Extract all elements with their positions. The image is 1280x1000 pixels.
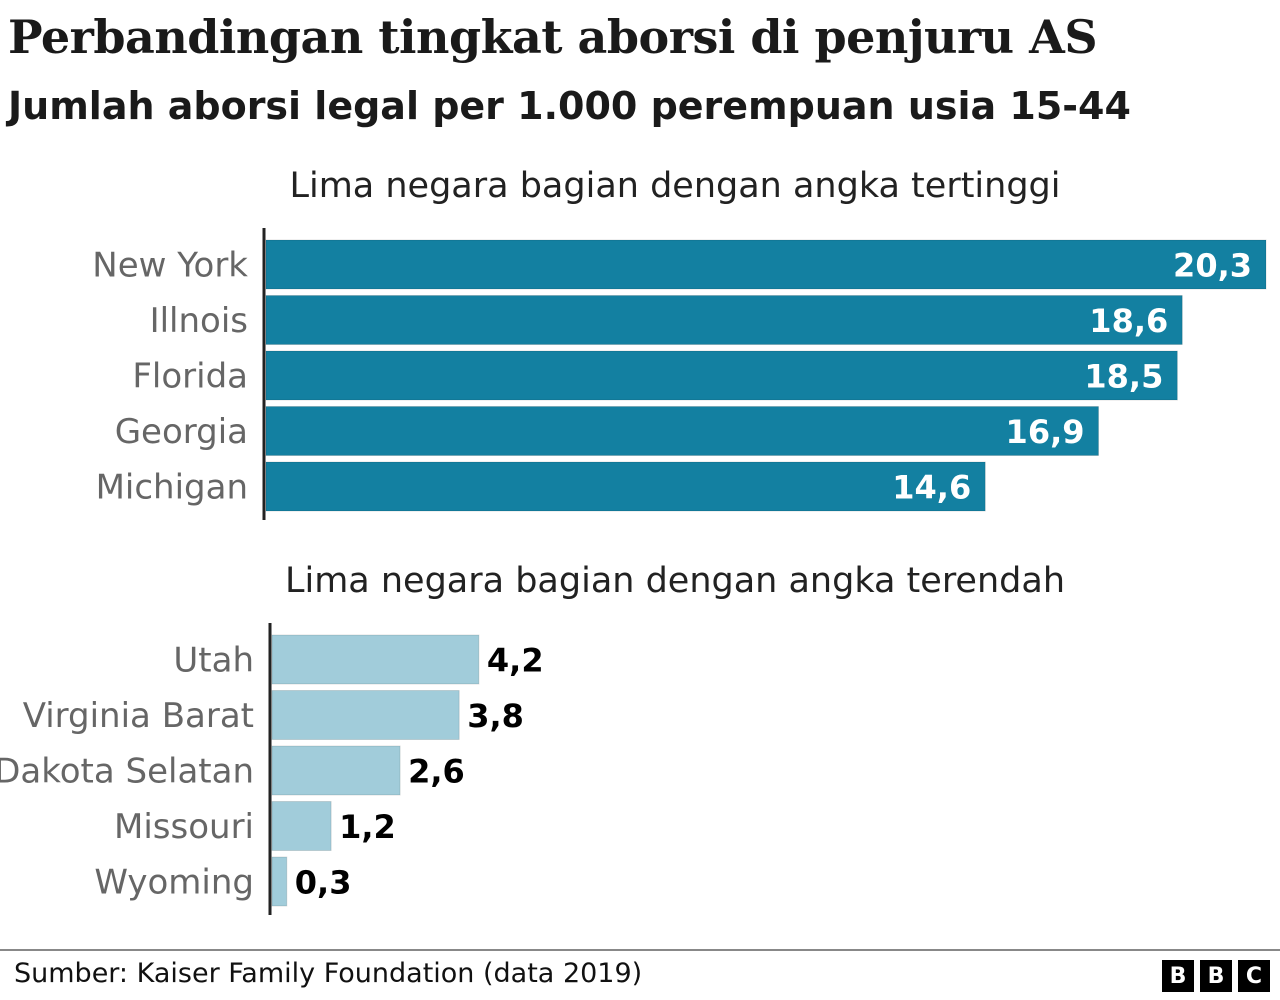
bottom-bar-wyoming	[271, 856, 288, 907]
bottom-value-label: 3,8	[467, 697, 524, 735]
bottom-category-label: Wyoming	[94, 863, 254, 903]
source-note: Sumber: Kaiser Family Foundation (data 2…	[14, 958, 643, 989]
bottom-bar-utah	[271, 634, 480, 685]
bbc-logo-letter-b2: B	[1200, 960, 1232, 992]
bottom-states-bar-chart: Utah 4,2 Virginia Barat 3,8 Dakota Selatan 2,…	[0, 623, 544, 915]
bottom-value-label: 4,2	[487, 642, 544, 680]
top-value-label: 20,3	[1173, 247, 1252, 285]
bottom-category-label: Dakota Selatan	[0, 752, 254, 792]
top-category-label: New York	[92, 246, 248, 286]
top-bar-new-york	[265, 239, 1267, 290]
bottom-category-label: Utah	[173, 641, 254, 681]
top-category-label: Georgia	[115, 412, 248, 452]
top-bar-florida	[265, 350, 1178, 401]
top-bar-illnois	[265, 295, 1183, 345]
top-value-label: 16,9	[1006, 413, 1085, 451]
bbc-logo-letter-b1: B	[1162, 960, 1194, 992]
chart-subtitle: Jumlah aborsi legal per 1.000 perempuan …	[8, 84, 1131, 128]
bbc-logo-letter-c: C	[1238, 960, 1270, 992]
footer-divider	[0, 949, 1280, 951]
bottom-value-label: 2,6	[408, 753, 465, 791]
bottom-bar-missouri	[271, 801, 332, 851]
top-category-label: Illnois	[150, 301, 248, 341]
top-value-label: 18,6	[1089, 302, 1168, 340]
chart-title: Perbandingan tingkat aborsi di penjuru A…	[8, 10, 1098, 64]
top-states-bar-chart: New York 20,3 Illnois 18,6 Florida 18,5 Georgi…	[92, 228, 1267, 520]
bottom-panel-title: Lima negara bagian dengan angka terendah	[284, 561, 1065, 601]
bbc-logo: B B C	[1162, 960, 1270, 992]
top-bar-georgia	[265, 406, 1100, 456]
top-category-label: Michigan	[96, 468, 248, 508]
top-panel-title: Lima negara bagian dengan angka tertingg…	[289, 166, 1061, 206]
bottom-category-label: Missouri	[114, 807, 254, 847]
bottom-category-label: Virginia Barat	[23, 696, 254, 736]
bottom-bar-dakota-selatan	[271, 745, 401, 796]
bottom-bar-virginia-barat	[271, 690, 460, 740]
top-value-label: 14,6	[892, 469, 971, 507]
top-category-label: Florida	[132, 357, 248, 397]
bottom-value-label: 1,2	[339, 808, 396, 846]
bottom-value-label: 0,3	[295, 864, 352, 902]
top-bar-michigan	[265, 461, 986, 512]
top-value-label: 18,5	[1084, 358, 1163, 396]
